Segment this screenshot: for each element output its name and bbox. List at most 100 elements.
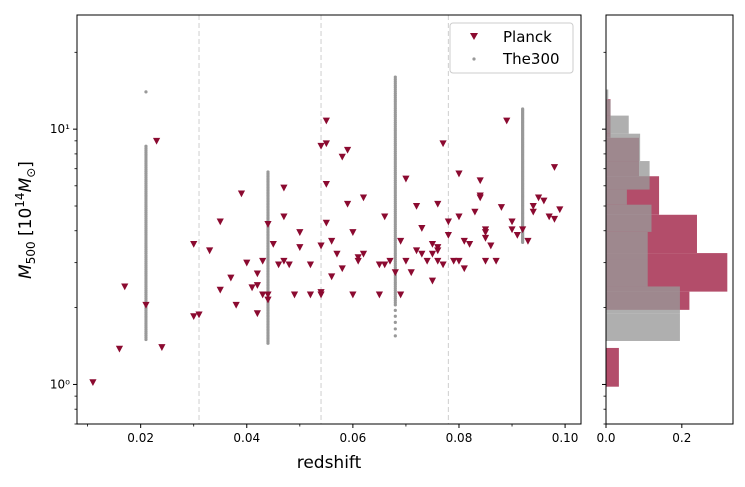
x-tick-label: 0.04 (233, 431, 260, 445)
the300-point (144, 144, 148, 148)
planck-point (397, 237, 405, 245)
planck-point (508, 218, 516, 226)
planck-point (306, 291, 315, 299)
y-label-unit-suffix: ] (16, 161, 36, 168)
planck-point (328, 237, 336, 245)
x-tick-label: 0.10 (552, 431, 579, 445)
the300-point (521, 107, 525, 111)
the300-point (266, 170, 270, 174)
planck-point (508, 226, 516, 234)
planck-point (322, 219, 330, 227)
x-axis-label: redshift (297, 453, 362, 473)
the300-point (393, 320, 397, 325)
the300-point (393, 75, 397, 79)
planck-point (402, 257, 410, 265)
y-label-unit-mass: M (16, 177, 36, 192)
planck-point (243, 259, 251, 267)
planck-point (269, 240, 277, 248)
planck-point (328, 273, 336, 281)
planck-point (206, 247, 214, 255)
planck-point (402, 175, 410, 183)
histogram-bar (606, 161, 650, 190)
redshift-bin-dividers (198, 15, 449, 424)
planck-point (142, 301, 150, 309)
legend-the300-label: The300 (502, 50, 560, 68)
planck-point (349, 229, 357, 236)
planck-point (556, 206, 564, 214)
histogram-frame (605, 14, 734, 425)
planck-point (534, 194, 543, 202)
planck-point (375, 261, 383, 269)
planck-point (529, 208, 537, 216)
y-label-symbol: M (16, 264, 36, 279)
legend-the300-marker (472, 57, 476, 61)
y-label-unit-sun: ⊙ (24, 168, 38, 178)
planck-point (354, 257, 362, 265)
histogram-bar (606, 286, 680, 314)
planck-point (280, 213, 288, 221)
planck-point (540, 197, 548, 205)
planck-point (115, 345, 124, 353)
the300-series (144, 75, 525, 345)
planck-point (343, 200, 352, 208)
planck-point (375, 291, 383, 299)
planck-point (259, 291, 267, 299)
planck-point (423, 257, 431, 265)
planck-point (481, 229, 490, 236)
planck-point (434, 257, 442, 265)
planck-point (381, 213, 389, 221)
planck-point (296, 229, 304, 236)
the300-point (393, 314, 397, 318)
planck-point (253, 282, 261, 289)
planck-point (354, 254, 362, 262)
the300-point (393, 334, 397, 338)
planck-point (152, 137, 161, 145)
y-tick-label: 10⁰ (50, 377, 70, 391)
planck-point (322, 117, 330, 125)
planck-point (481, 234, 490, 242)
planck-point (248, 284, 256, 292)
planck-point (455, 170, 463, 178)
y-tick-label: 10¹ (50, 122, 70, 136)
planck-point (275, 261, 283, 269)
the300-point (393, 327, 397, 331)
planck-point (216, 218, 224, 226)
planck-point (253, 310, 261, 318)
planck-point (232, 301, 240, 309)
planck-point (444, 231, 452, 239)
planck-point (471, 208, 479, 216)
planck-point (386, 257, 394, 265)
planck-point (338, 265, 346, 273)
y-axis-ticks: 10⁰ 10¹ (50, 51, 77, 425)
planck-point (89, 379, 97, 387)
planck-point (359, 194, 368, 202)
planck-point (290, 291, 299, 299)
planck-point (434, 200, 442, 208)
side-histogram: 0.0 0.2 (596, 14, 734, 445)
planck-point (412, 247, 421, 255)
planck-point (428, 240, 437, 248)
planck-point (317, 242, 325, 250)
legend-box (449, 22, 574, 74)
planck-point (450, 257, 458, 265)
histogram-bar (606, 204, 652, 232)
hist-x-tick-label: 0.0 (596, 431, 615, 445)
planck-point (418, 250, 426, 258)
planck-point (359, 250, 368, 258)
the300-histogram (606, 89, 680, 341)
x-tick-label: 0.02 (127, 431, 154, 445)
planck-point (513, 231, 521, 239)
legend: Planck The300 (449, 22, 574, 74)
histogram-bar (606, 259, 648, 287)
planck-point (227, 274, 235, 282)
y-label-exponent: 14 (13, 192, 27, 207)
y-axis-label: M500 [1014M⊙] (13, 161, 38, 279)
planck-point (190, 240, 198, 248)
planck-point (317, 289, 325, 296)
planck-point (455, 257, 463, 265)
planck-point (391, 269, 399, 277)
planck-point (439, 261, 447, 269)
histogram-bar (606, 115, 629, 134)
